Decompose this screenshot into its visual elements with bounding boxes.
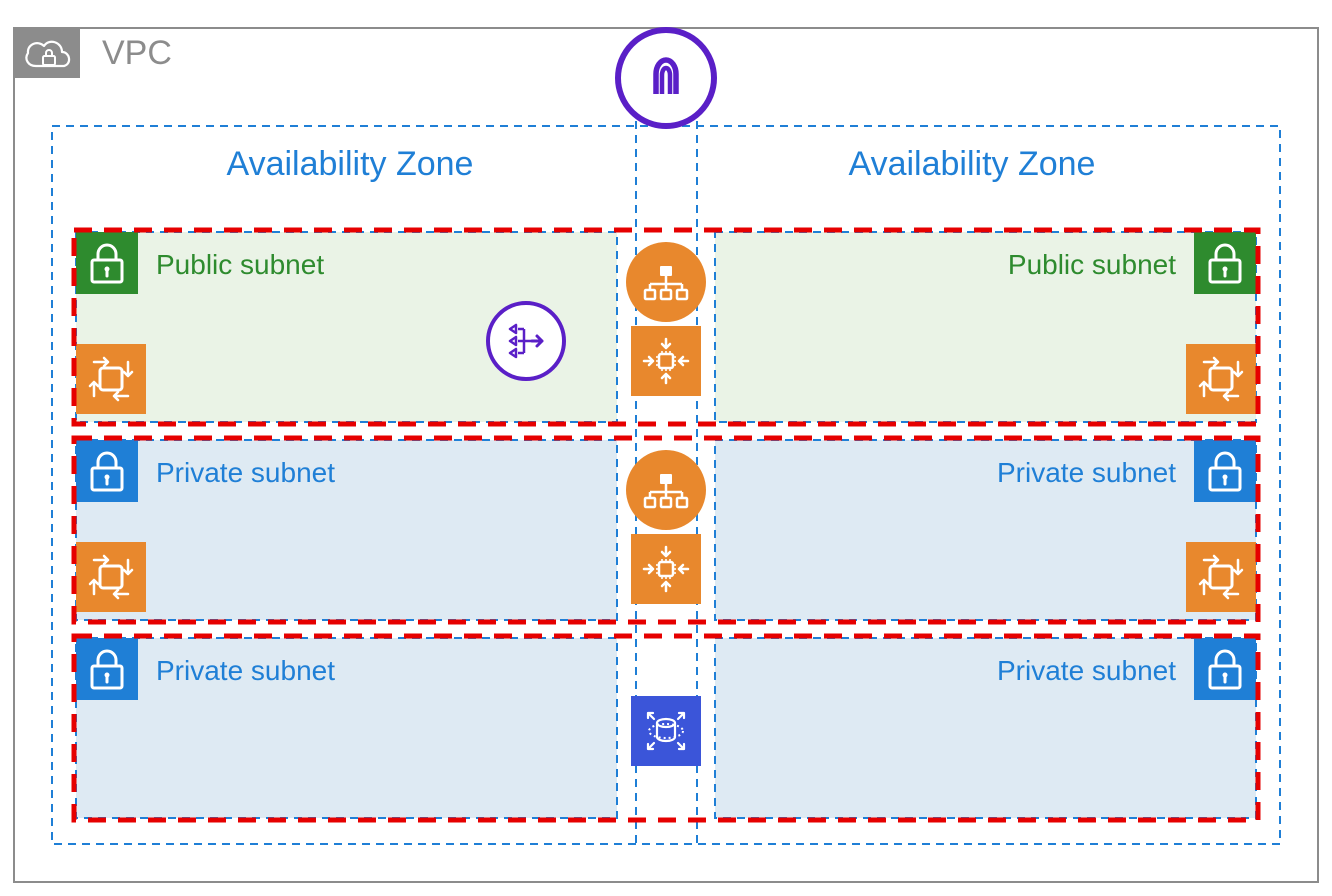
ec2-tile-public-right (1186, 344, 1256, 414)
subnet-label-public-right: Public subnet (1008, 249, 1176, 280)
subnet-label-private1-left: Private subnet (156, 457, 335, 488)
asg-tile-public (631, 326, 701, 396)
lock-tile-public-left (76, 232, 138, 294)
asg-tile-private1 (631, 534, 701, 604)
az-label-right: Availability Zone (849, 145, 1096, 183)
lock-tile-private2-right (1194, 638, 1256, 700)
ec2-tile-private1-left (76, 542, 146, 612)
lock-tile-private1-left (76, 440, 138, 502)
lock-tile-public-right (1194, 232, 1256, 294)
architecture-diagram: VPC Availability Zone Availability Zone Pub… (0, 0, 1332, 896)
ec2-tile-private1-right (1186, 542, 1256, 612)
subnet-label-private2-left: Private subnet (156, 655, 335, 686)
ec2-tile-public-left (76, 344, 146, 414)
subnet-label-public-left: Public subnet (156, 249, 324, 280)
vpc-label: VPC (102, 34, 172, 72)
lock-tile-private2-left (76, 638, 138, 700)
subnet-label-private1-right: Private subnet (997, 457, 1176, 488)
az-label-left: Availability Zone (227, 145, 474, 183)
lock-tile-private1-right (1194, 440, 1256, 502)
rds-tile (631, 696, 701, 766)
subnet-label-private2-right: Private subnet (997, 655, 1176, 686)
internet-gateway (618, 30, 714, 126)
